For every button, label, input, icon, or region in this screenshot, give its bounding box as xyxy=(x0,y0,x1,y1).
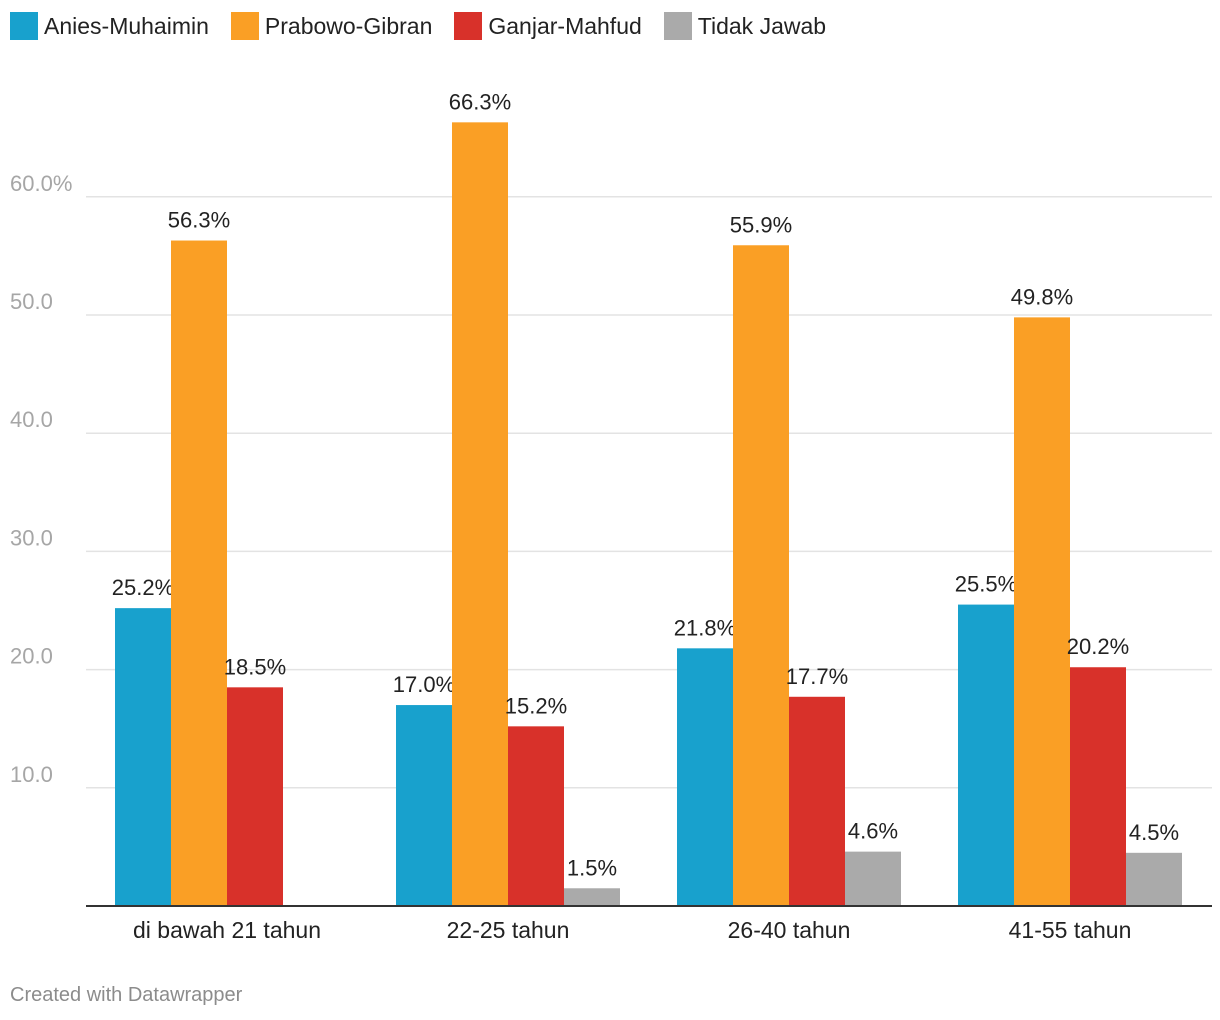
data-label-prabowo-gibran-4: 49.8% xyxy=(1011,284,1073,309)
y-tick-label-60: 60.0% xyxy=(10,171,72,196)
data-label-prabowo-gibran-3: 55.9% xyxy=(730,212,792,237)
bar-tidak-jawab-2 xyxy=(564,888,620,906)
data-label-anies-muhaimin-3: 21.8% xyxy=(674,615,736,640)
legend: Anies-Muhaimin Prabowo-Gibran Ganjar-Mah… xyxy=(10,12,848,40)
legend-swatch-tidak-jawab xyxy=(663,12,692,40)
data-label-tidak-jawab-2: 1.5% xyxy=(567,855,617,880)
data-label-anies-muhaimin-2: 17.0% xyxy=(393,672,455,697)
legend-item-anies-muhaimin: Anies-Muhaimin xyxy=(10,12,209,40)
x-category-label-1: di bawah 21 tahun xyxy=(133,917,321,943)
y-tick-label-40: 40.0 xyxy=(10,407,53,432)
y-tick-label-10: 10.0 xyxy=(10,762,53,787)
data-label-ganjar-mahfud-1: 18.5% xyxy=(224,654,286,679)
y-tick-label-20: 20.0 xyxy=(10,644,53,669)
legend-swatch-prabowo-gibran xyxy=(230,12,259,40)
data-label-ganjar-mahfud-2: 15.2% xyxy=(505,693,567,718)
bar-anies-muhaimin-2 xyxy=(396,705,452,906)
data-label-tidak-jawab-3: 4.6% xyxy=(848,819,898,844)
bar-anies-muhaimin-4 xyxy=(958,604,1014,906)
data-label-anies-muhaimin-4: 25.5% xyxy=(955,572,1017,597)
x-category-label-3: 26-40 tahun xyxy=(728,917,851,943)
legend-label-anies-muhaimin: Anies-Muhaimin xyxy=(44,12,209,39)
bar-ganjar-mahfud-1 xyxy=(227,687,283,906)
x-category-label-4: 41-55 tahun xyxy=(1009,917,1132,943)
bar-prabowo-gibran-2 xyxy=(452,122,508,907)
bar-chart-plot: 10.0 20.0 30.0 40.0 50.0 60.0% 25.2% 56.3% 18.5%… xyxy=(10,89,1212,943)
data-label-ganjar-mahfud-3: 17.7% xyxy=(786,664,848,689)
legend-label-tidak-jawab: Tidak Jawab xyxy=(697,12,827,39)
legend-label-ganjar-mahfud: Ganjar-Mahfud xyxy=(488,12,642,39)
legend-item-ganjar-mahfud: Ganjar-Mahfud xyxy=(454,12,642,40)
footer-credit: Created with Datawrapper xyxy=(10,984,243,1006)
data-label-anies-muhaimin-1: 25.2% xyxy=(112,575,174,600)
bar-tidak-jawab-3 xyxy=(845,851,901,906)
data-label-prabowo-gibran-1: 56.3% xyxy=(168,208,230,233)
data-label-prabowo-gibran-2: 66.3% xyxy=(449,89,511,114)
legend-swatch-anies-muhaimin xyxy=(10,12,38,40)
bar-prabowo-gibran-3 xyxy=(733,245,789,907)
data-label-ganjar-mahfud-4: 20.2% xyxy=(1067,634,1129,659)
bar-ganjar-mahfud-4 xyxy=(1070,667,1126,906)
legend-item-prabowo-gibran: Prabowo-Gibran xyxy=(230,12,433,40)
bar-ganjar-mahfud-3 xyxy=(789,696,845,906)
y-tick-label-30: 30.0 xyxy=(10,525,53,550)
bar-anies-muhaimin-3 xyxy=(677,648,733,906)
data-label-tidak-jawab-4: 4.5% xyxy=(1129,820,1179,845)
bar-anies-muhaimin-1 xyxy=(115,608,171,906)
bar-prabowo-gibran-4 xyxy=(1014,317,1070,906)
legend-item-tidak-jawab: Tidak Jawab xyxy=(663,12,827,40)
bar-prabowo-gibran-1 xyxy=(171,240,227,906)
y-tick-label-50: 50.0 xyxy=(10,289,53,314)
bar-tidak-jawab-4 xyxy=(1126,852,1182,906)
legend-swatch-ganjar-mahfud xyxy=(454,12,483,40)
legend-label-prabowo-gibran: Prabowo-Gibran xyxy=(264,12,433,39)
x-category-label-2: 22-25 tahun xyxy=(447,917,570,943)
bar-ganjar-mahfud-2 xyxy=(508,726,564,906)
